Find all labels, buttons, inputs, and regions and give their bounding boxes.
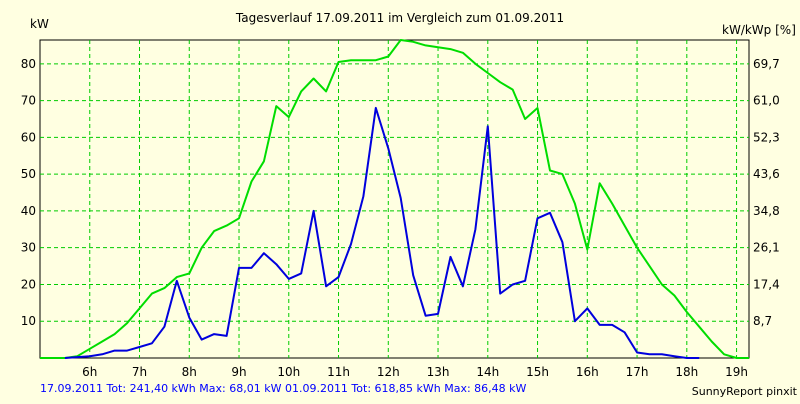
y-axis-right-label: kW/kWp [%] [722,23,796,37]
x-tick-label: 14h [476,365,499,379]
y-tick-label-left: 50 [21,167,36,181]
grid-lines [40,40,749,358]
series-line-17-09-2011 [64,106,700,359]
y-tick-label-right: 34,8 [753,204,780,218]
chart-credit: SunnyReport pinxit [691,385,797,398]
x-tick-label: 10h [277,365,300,379]
x-tick-label: 7h [132,365,147,379]
y-tick-label-right: 43,6 [753,167,780,181]
y-tick-label-left: 60 [21,130,36,144]
y-tick-label-left: 20 [21,277,36,291]
x-tick-label: 8h [182,365,197,379]
x-tick-label: 6h [82,365,97,379]
x-tick-label: 9h [231,365,246,379]
y-axis-left-label: kW [30,17,49,31]
footer-series-2: 01.09.2011 Tot: 618,85 kWh Max: 86,48 kW [284,382,527,395]
chart-title: Tagesverlauf 17.09.2011 im Vergleich zum… [235,11,564,25]
x-tick-label: 12h [377,365,400,379]
axes-group: 10 8,7 20 17,4 30 26,1 40 34,8 50 43,6 60 52,3 70 61,… [21,57,780,379]
y-tick-label-right: 61,0 [753,94,780,108]
y-tick-label-left: 80 [21,57,36,71]
y-tick-label-right: 17,4 [753,277,780,291]
y-tick-label-right: 8,7 [753,314,772,328]
x-tick-label: 17h [626,365,649,379]
series-line-01-09-2011 [40,39,749,359]
x-tick-label: 16h [576,365,599,379]
x-tick-label: 19h [725,365,748,379]
y-tick-label-left: 40 [21,204,36,218]
footer-series-1: 17.09.2011 Tot: 241,40 kWh Max: 68,01 kW [40,382,282,395]
y-tick-label-left: 30 [21,241,36,255]
y-tick-label-left: 10 [21,314,36,328]
x-tick-label: 18h [675,365,698,379]
y-tick-label-right: 52,3 [753,130,780,144]
series-group [40,39,749,359]
plot-background [39,39,750,359]
y-tick-label-right: 69,7 [753,57,780,71]
y-tick-label-left: 70 [21,94,36,108]
x-tick-label: 11h [327,365,350,379]
y-tick-label-right: 26,1 [753,241,780,255]
chart-footer: 17.09.2011 Tot: 241,40 kWh Max: 68,01 kW… [40,382,526,395]
x-tick-label: 15h [526,365,549,379]
x-tick-label: 13h [427,365,450,379]
